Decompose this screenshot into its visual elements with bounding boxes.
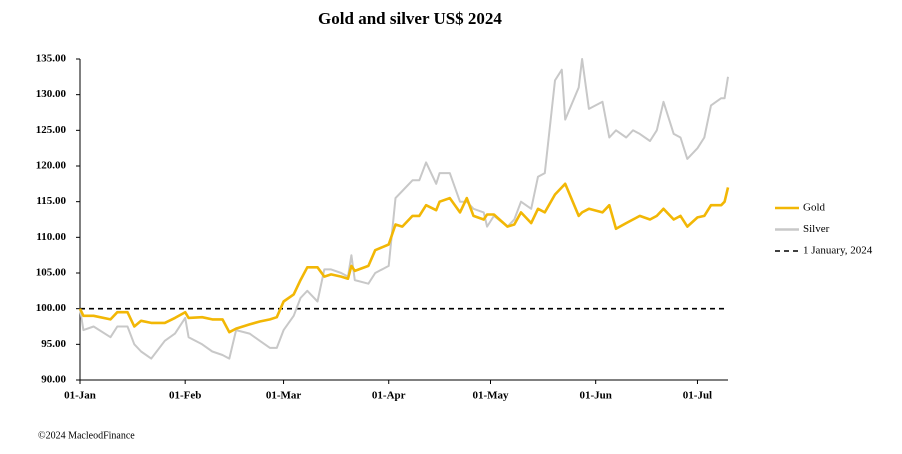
x-tick-label: 01-Jun [579, 390, 611, 402]
legend-label: 1 January, 2024 [803, 245, 873, 257]
legend-label: Silver [803, 223, 830, 235]
y-tick-label: 90.00 [41, 374, 66, 386]
y-tick-label: 120.00 [36, 160, 67, 172]
chart-title: Gold and silver US$ 2024 [318, 9, 502, 28]
x-tick-label: 01-Apr [372, 390, 406, 402]
y-tick-label: 105.00 [36, 267, 67, 279]
y-tick-label: 125.00 [36, 124, 67, 136]
series-line [79, 58, 729, 360]
x-tick-label: 01-May [472, 390, 509, 402]
y-tick-label: 135.00 [36, 53, 67, 65]
x-tick-label: 01-Feb [169, 390, 201, 402]
footer: ©2024 MacleodFinance [38, 430, 135, 441]
x-tick-label: 01-Jul [683, 390, 712, 402]
x-tick-label: 01-Jan [64, 390, 96, 402]
y-tick-label: 110.00 [36, 231, 66, 243]
series-line [78, 182, 730, 334]
y-tick-label: 100.00 [36, 302, 67, 314]
y-tick-label: 95.00 [41, 338, 66, 350]
x-tick-label: 01-Mar [266, 390, 302, 402]
legend-label: Gold [803, 202, 826, 214]
y-tick-label: 130.00 [36, 88, 67, 100]
y-tick-label: 115.00 [36, 195, 66, 207]
